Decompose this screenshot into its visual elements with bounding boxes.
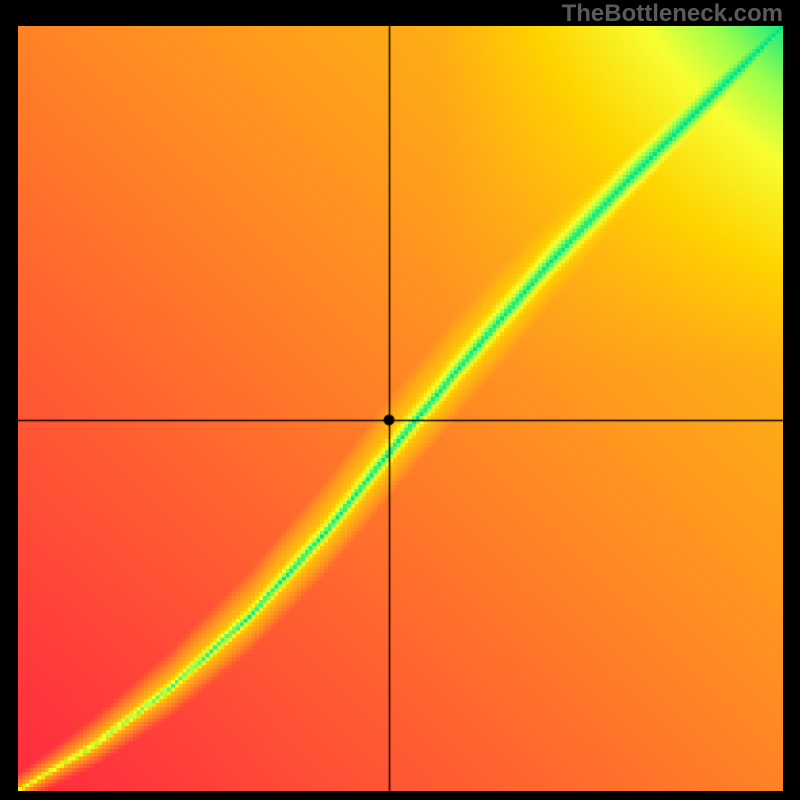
chart-container: TheBottleneck.com [0, 0, 800, 800]
overlay-canvas [0, 0, 800, 800]
watermark-text: TheBottleneck.com [562, 0, 783, 28]
